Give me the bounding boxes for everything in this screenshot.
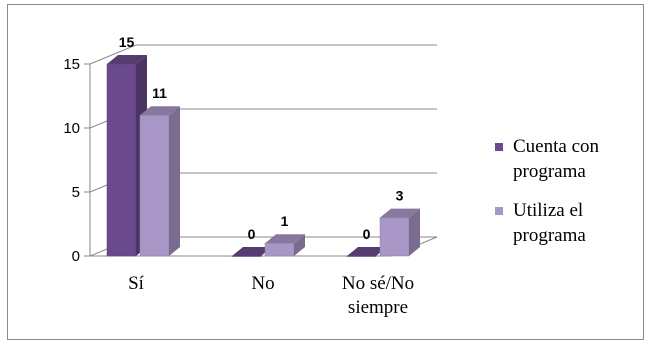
legend-item-1: Cuenta con programa <box>495 136 600 182</box>
legend-label: programa <box>513 161 586 182</box>
bar-front <box>231 255 262 257</box>
bar-2-2 <box>264 234 305 257</box>
bar-top <box>140 106 180 116</box>
legend-item-2: Utiliza el programa <box>495 200 586 246</box>
bar-top <box>347 247 387 256</box>
y-tick-label: 0 <box>72 248 80 265</box>
bar-top <box>380 208 420 218</box>
bar-2-3 <box>379 208 420 257</box>
bar-side <box>294 234 305 256</box>
x-tick-label: No <box>251 273 274 294</box>
bar-front <box>139 114 170 257</box>
data-label: 11 <box>152 85 167 101</box>
x-tick-label: siempre <box>348 297 408 318</box>
bar-front <box>106 63 137 257</box>
bar-1-2 <box>231 247 272 257</box>
legend: Cuenta con programa Utiliza el programa <box>495 136 600 246</box>
bar-1-1 <box>106 55 147 257</box>
legend-swatch <box>495 207 503 215</box>
bars <box>106 55 420 257</box>
bar-side <box>409 208 420 256</box>
legend-label: Cuenta con <box>513 136 600 157</box>
bar-2-1 <box>139 106 180 257</box>
bar-side <box>169 106 180 256</box>
bar-front <box>346 255 377 257</box>
x-tick-label: Sí <box>128 273 145 294</box>
data-label: 3 <box>396 188 404 204</box>
data-label: 0 <box>248 226 256 242</box>
y-tick-label: 10 <box>63 120 80 137</box>
bar-top <box>232 247 272 256</box>
legend-swatch <box>495 143 503 151</box>
data-label: 1 <box>281 213 289 229</box>
legend-label: Utiliza el <box>513 200 583 221</box>
data-label: 15 <box>119 34 135 50</box>
data-labels: 15 11 0 1 0 3 <box>119 34 404 242</box>
legend-label: programa <box>513 225 586 246</box>
bar-1-3 <box>346 247 387 257</box>
y-tick-label: 5 <box>72 184 80 201</box>
x-tick-label: No sé/No <box>342 273 414 294</box>
bar-top <box>107 55 147 64</box>
bar-front <box>264 242 295 257</box>
y-tick-label: 15 <box>63 56 80 73</box>
bar-top <box>265 234 305 244</box>
gridline-side-15 <box>89 44 137 65</box>
bar-front <box>379 217 410 257</box>
data-label: 0 <box>363 226 371 242</box>
